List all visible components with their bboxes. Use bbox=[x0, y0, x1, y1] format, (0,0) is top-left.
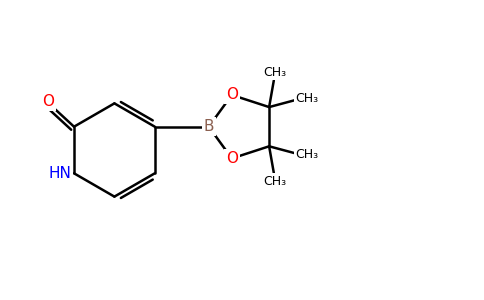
Text: B: B bbox=[203, 119, 214, 134]
Text: CH₃: CH₃ bbox=[263, 175, 287, 188]
Text: CH₃: CH₃ bbox=[296, 92, 319, 105]
Text: O: O bbox=[226, 151, 238, 166]
Text: HN: HN bbox=[49, 166, 72, 181]
Text: O: O bbox=[43, 94, 55, 109]
Text: CH₃: CH₃ bbox=[296, 148, 319, 161]
Text: CH₃: CH₃ bbox=[263, 66, 287, 79]
Text: O: O bbox=[226, 88, 238, 103]
